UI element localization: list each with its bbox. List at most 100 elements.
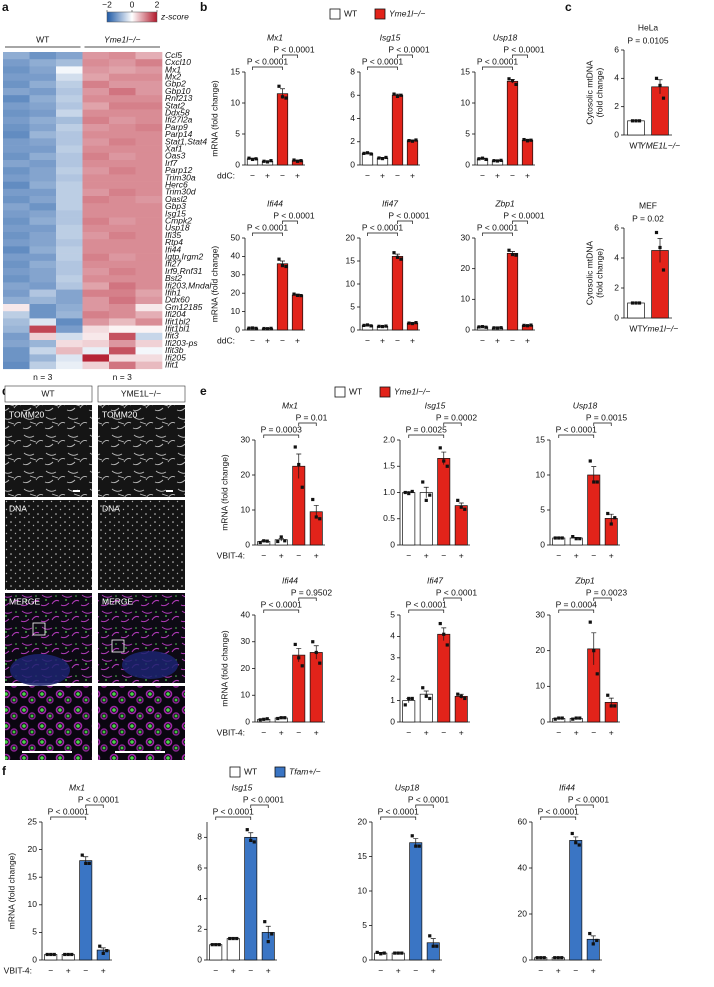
gene-label: Ifi44 [165, 244, 181, 254]
p-value: P < 0.0001 [78, 794, 119, 804]
row-label: VBIT-4: [217, 550, 245, 560]
gene-label: Parp9 [165, 122, 188, 132]
data-point [595, 672, 599, 676]
heatmap-cell [3, 102, 30, 110]
data-point [266, 940, 270, 944]
heatmap-cell [29, 253, 57, 262]
significance-bracket [512, 220, 528, 224]
heatmap-cell [82, 66, 110, 74]
heatmap-cell [29, 131, 57, 139]
y-tick-label: 40 [518, 862, 528, 872]
heatmap-cell [29, 239, 57, 247]
bar [437, 458, 451, 546]
heatmap-cell [109, 361, 136, 370]
heatmap-cell [56, 160, 83, 168]
row-label: ddC: [217, 335, 235, 345]
significance-bracket [263, 434, 300, 438]
heatmap-cell [82, 203, 110, 211]
data-point [105, 949, 109, 953]
gene-label: Ifit1 [165, 359, 179, 369]
data-point [459, 505, 463, 509]
heatmap-cell [135, 52, 163, 60]
heatmap-cell [56, 138, 83, 146]
heatmap-cell [29, 311, 57, 319]
heatmap-cell [109, 246, 136, 254]
p-value: P < 0.0001 [477, 56, 518, 66]
error-bar [590, 935, 596, 943]
heatmap-cell [109, 152, 136, 161]
p-value: P = 0.0003 [261, 424, 302, 434]
data-point [574, 716, 578, 720]
image-tile [98, 686, 185, 760]
data-point [658, 245, 662, 250]
y-axis-label: mRNA (fold change) [209, 246, 219, 323]
heatmap-cell [135, 102, 163, 110]
chart-title: Mx1 [267, 32, 283, 42]
data-point [318, 661, 322, 665]
x-tick-label: − [538, 965, 543, 975]
data-point [456, 498, 460, 502]
significance-bracket [397, 54, 413, 58]
significance-bracket [443, 422, 462, 426]
x-tick-label: − [441, 550, 446, 560]
data-point [428, 696, 432, 701]
significance-bracket [540, 816, 577, 820]
data-point [403, 490, 407, 495]
data-point [396, 951, 400, 955]
heatmap-cell [109, 116, 136, 125]
legend-label: Yme1l−/− [389, 8, 425, 18]
significance-bracket [282, 220, 298, 224]
x-tick-label: YME1L−/− [640, 140, 680, 150]
heatmap-cell [109, 347, 136, 355]
heatmap-cell [3, 332, 30, 341]
gene-label: Isg15 [165, 208, 186, 218]
data-point [592, 649, 596, 653]
x-tick-label: − [441, 727, 446, 737]
heatmap-cell [82, 260, 110, 269]
image-label: MERGE [9, 596, 41, 606]
bar [226, 938, 240, 961]
heatmap-cell [109, 210, 136, 218]
heatmap-cell [29, 102, 57, 110]
heatmap-cell [3, 109, 30, 118]
x-tick-label: + [279, 550, 284, 560]
heatmap-cell [29, 116, 57, 125]
heatmap-cell [3, 304, 30, 312]
significance-bracket [263, 609, 300, 613]
heatmap-cell [135, 95, 163, 103]
data-point [66, 952, 70, 957]
chart-title: Ifi44 [559, 782, 575, 792]
p-value: P = 0.0004 [556, 599, 597, 609]
heatmap-cell [135, 210, 163, 218]
x-tick-label: + [609, 727, 614, 737]
data-point [428, 934, 432, 938]
data-point [228, 936, 232, 941]
heatmap-cell [135, 174, 163, 182]
gene-label: Stat1,Stat4 [165, 136, 207, 146]
data-point [258, 540, 262, 545]
heatmap-cell [135, 73, 163, 82]
heatmap-cell [29, 325, 57, 334]
y-tick-label: 4 [350, 113, 355, 123]
y-tick-label: 0 [350, 324, 355, 334]
data-point [560, 956, 564, 960]
x-tick-label: − [556, 550, 561, 560]
heatmap-cell [135, 160, 163, 168]
heatmap-cell [82, 152, 110, 161]
data-point [231, 936, 235, 941]
image-tile [5, 686, 92, 760]
heatmap-cell [56, 167, 83, 175]
data-point [384, 324, 388, 328]
heatmap-cell [135, 318, 163, 326]
data-point [252, 840, 256, 844]
heatmap-cell [3, 59, 30, 67]
heatmap-cell [56, 181, 83, 190]
data-point [280, 95, 285, 99]
x-tick-label: − [248, 965, 253, 975]
bar [79, 860, 93, 961]
data-point [250, 326, 255, 330]
y-tick-label: 15 [461, 66, 471, 76]
gene-label: Ifi205 [165, 352, 186, 362]
x-tick-label: − [213, 965, 218, 975]
data-point [630, 119, 635, 123]
